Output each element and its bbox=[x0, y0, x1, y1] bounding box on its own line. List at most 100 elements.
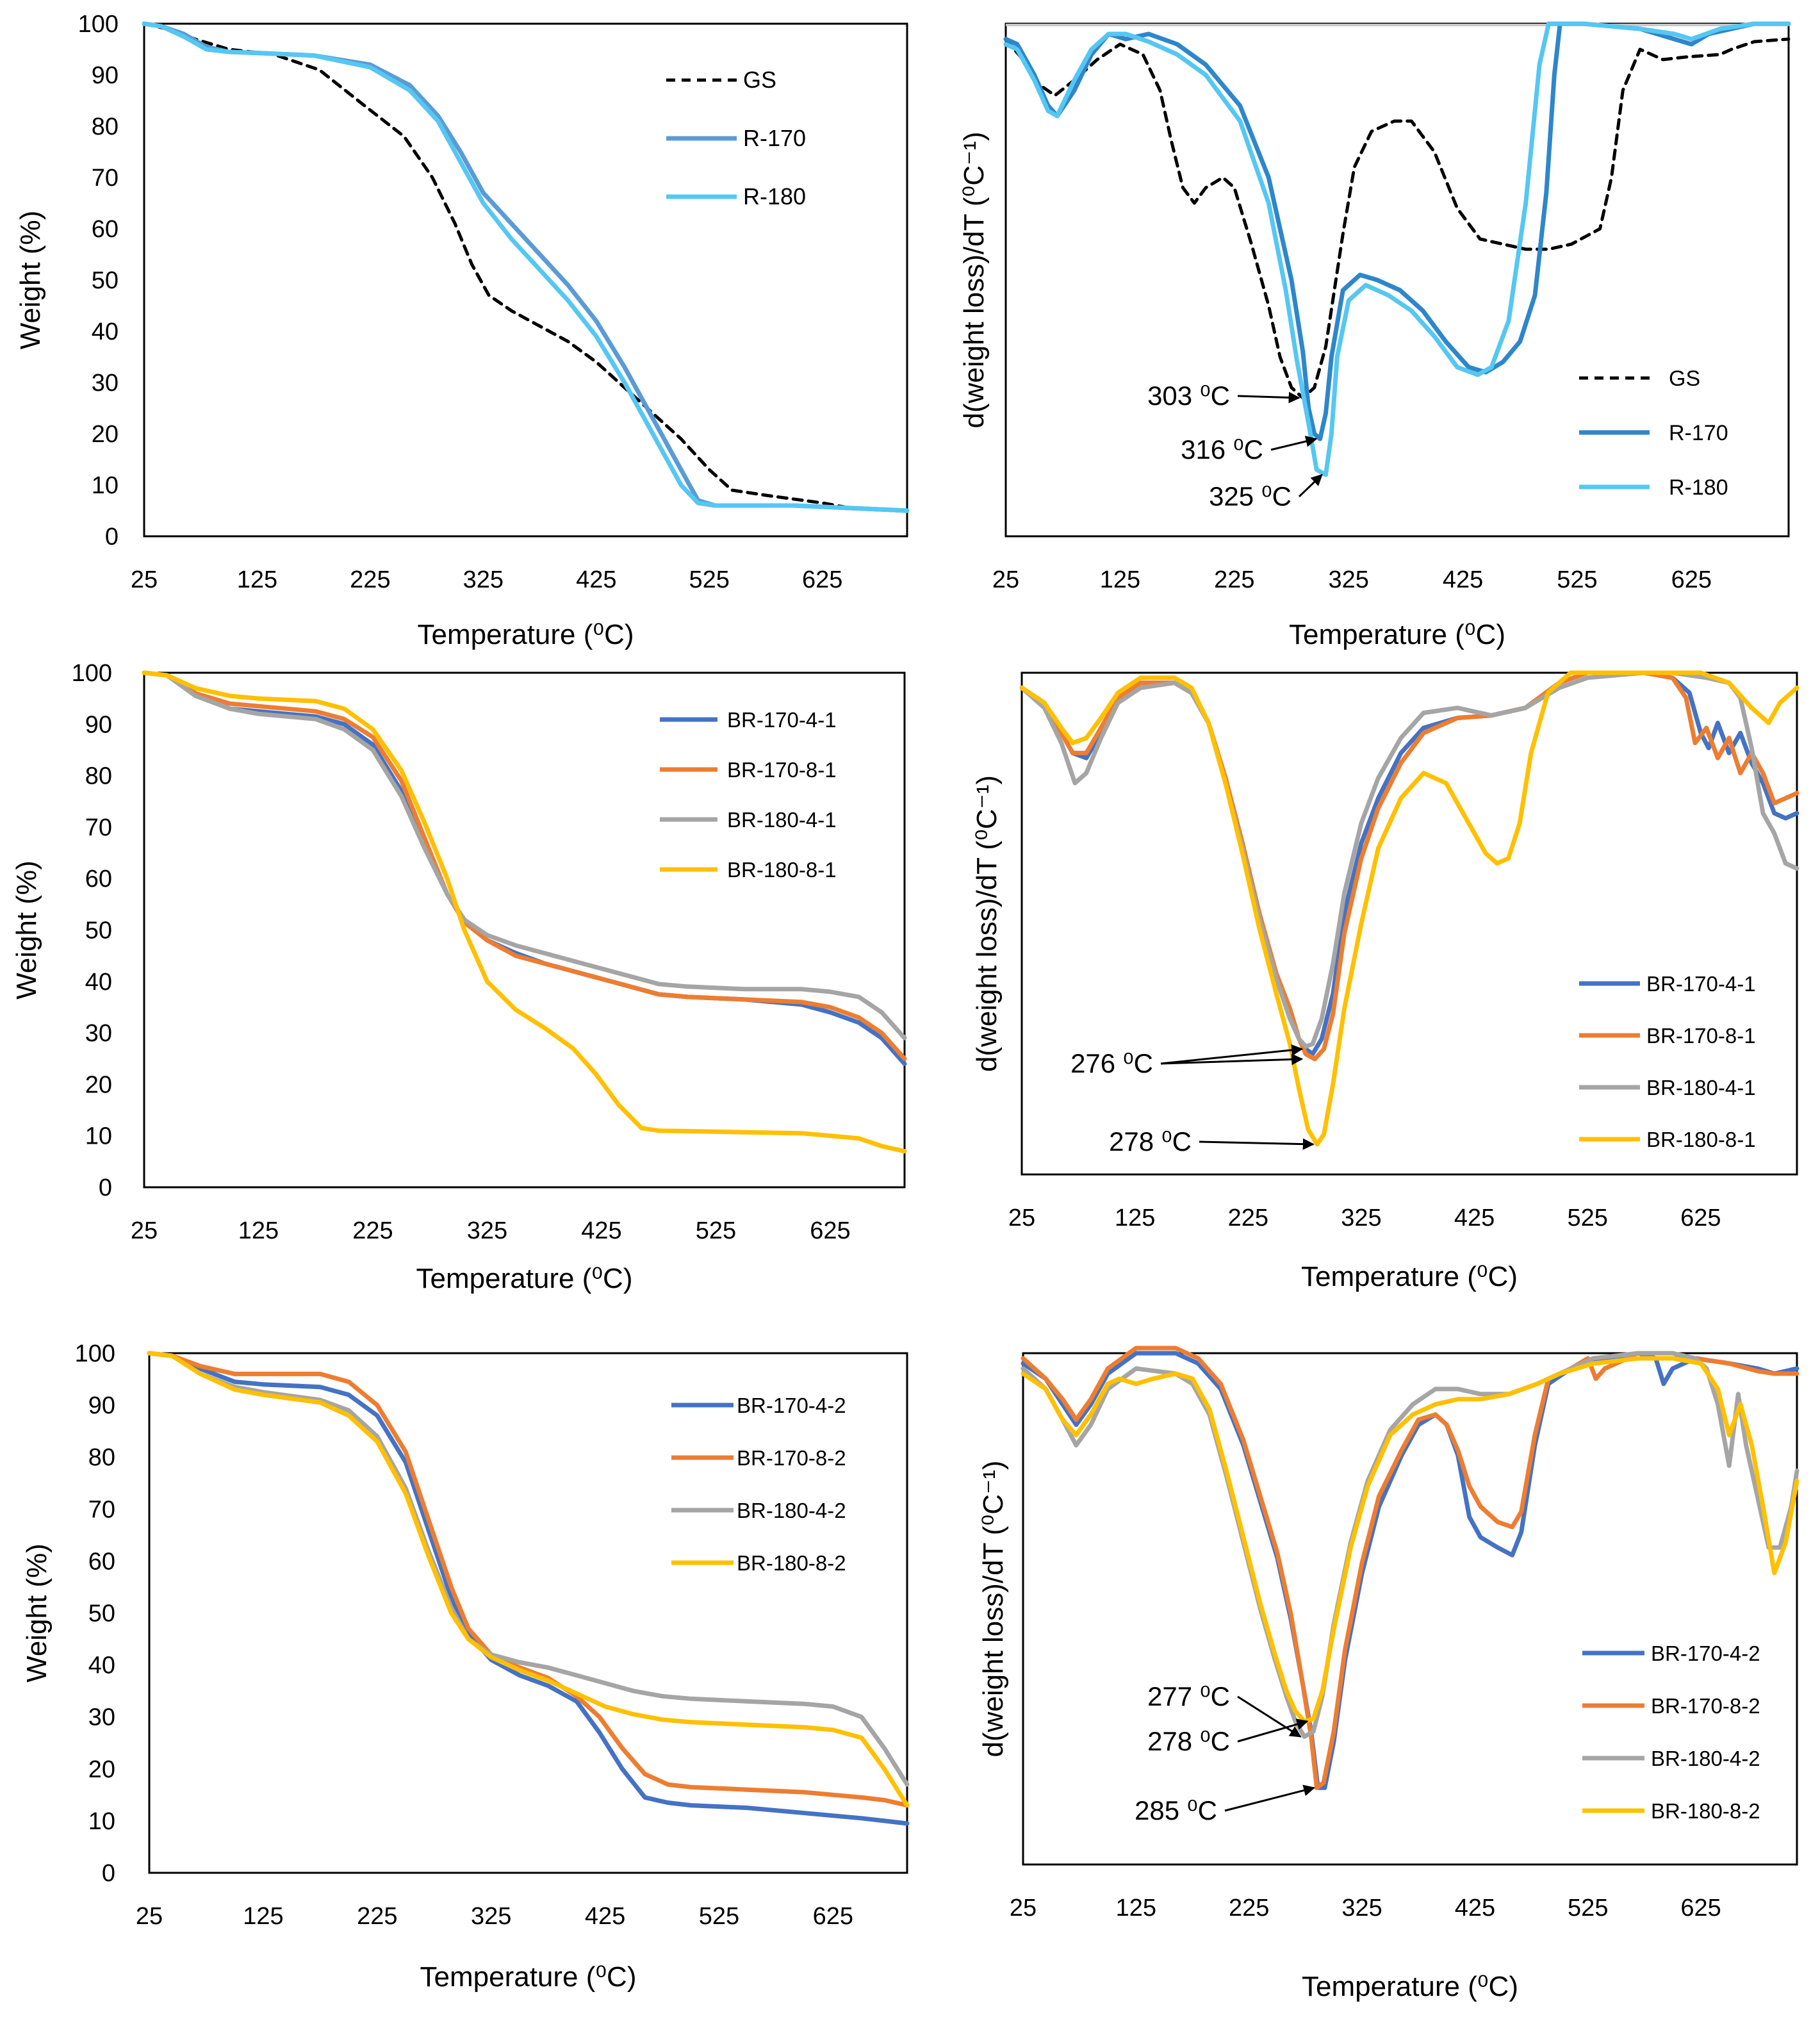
x-tick-label: 525 bbox=[1557, 566, 1597, 593]
peak-annotation: 303 ⁰C bbox=[1147, 381, 1230, 411]
y-tick-label: 90 bbox=[88, 1392, 115, 1419]
plot-frame bbox=[148, 1352, 908, 1874]
y-tick-label: 80 bbox=[85, 763, 112, 790]
x-tick-label: 25 bbox=[992, 566, 1019, 593]
y-axis-label: Weight (%) bbox=[11, 860, 42, 1000]
x-tick-label: 525 bbox=[689, 566, 730, 593]
y-tick-label: 10 bbox=[92, 472, 119, 499]
annotation-arrow bbox=[1298, 473, 1323, 498]
x-axis-label: Temperature (⁰C) bbox=[418, 619, 634, 650]
plot-frame bbox=[143, 671, 906, 1189]
x-tick-label: 625 bbox=[813, 1903, 853, 1930]
annotation-arrow bbox=[1224, 1784, 1316, 1812]
chart-panel-3: 25 125 225 325 425 525 625 0 10 20 30 40 50 60 70 80 90 1… bbox=[11, 660, 907, 1294]
series-line-br-170-8-2 bbox=[147, 1351, 910, 1808]
y-axis-label: d(weight loss)/dT (⁰C⁻¹) bbox=[971, 775, 1003, 1072]
y-tick-label: 10 bbox=[85, 1123, 112, 1150]
legend-label: BR-180-4-1 bbox=[727, 808, 837, 832]
legend-label: BR-170-4-1 bbox=[727, 708, 837, 732]
x-tick-label: 325 bbox=[1341, 1895, 1382, 1922]
x-tick-label: 125 bbox=[1100, 566, 1140, 593]
annotation-arrow bbox=[1270, 436, 1318, 451]
legend-label: BR-180-4-2 bbox=[1651, 1747, 1760, 1770]
x-axis-label: Temperature (⁰C) bbox=[1302, 1971, 1518, 2002]
x-tick-label: 25 bbox=[1010, 1895, 1037, 1922]
peak-annotation: 278 ⁰C bbox=[1147, 1726, 1230, 1756]
y-tick-label: 0 bbox=[99, 1174, 112, 1201]
y-tick-label: 20 bbox=[92, 421, 119, 448]
y-tick-label: 100 bbox=[75, 1340, 115, 1367]
x-tick-label: 625 bbox=[1680, 1895, 1721, 1922]
peak-annotation: 285 ⁰C bbox=[1135, 1795, 1217, 1825]
x-tick-label: 225 bbox=[1214, 566, 1254, 593]
legend-label: R-170 bbox=[743, 125, 806, 151]
y-tick-label: 30 bbox=[85, 1020, 112, 1047]
x-tick-label: 225 bbox=[1229, 1895, 1269, 1922]
legend-label: R-170 bbox=[1669, 421, 1728, 445]
x-tick-label: 625 bbox=[810, 1217, 850, 1244]
x-tick-label: 325 bbox=[1328, 566, 1368, 593]
y-tick-label: 20 bbox=[85, 1071, 112, 1098]
x-tick-label: 325 bbox=[467, 1217, 507, 1244]
y-axis-label: Weight (%) bbox=[21, 1543, 53, 1683]
x-tick-label: 625 bbox=[1680, 1205, 1721, 1231]
chart-panel-6: 25 125 225 325 425 525 625 Temperature (⁰C) d(we… bbox=[978, 1346, 1800, 2002]
annotation-arrow bbox=[1199, 1138, 1315, 1150]
series-line-br-180-4-2 bbox=[1021, 1351, 1800, 1739]
legend-label: BR-170-4-2 bbox=[737, 1394, 846, 1417]
chart-panel-5: 25 125 225 325 425 525 625 0 10 20 30 40 50 60 70 80 90 1… bbox=[21, 1340, 910, 1993]
chart-panel-2: 25 125 225 325 425 525 625 Temperature (⁰C) d(we… bbox=[958, 21, 1791, 650]
annotation-arrow bbox=[1237, 1695, 1302, 1738]
y-tick-label: 90 bbox=[92, 62, 119, 89]
x-tick-label: 225 bbox=[357, 1903, 397, 1930]
y-tick-label: 30 bbox=[88, 1704, 115, 1731]
annotation-arrow bbox=[1237, 391, 1300, 404]
y-axis-label: Weight (%) bbox=[15, 211, 46, 350]
series-line-r-180 bbox=[142, 21, 910, 513]
y-tick-label: 100 bbox=[78, 11, 119, 38]
series-line-br-170-8-1 bbox=[142, 670, 907, 1061]
plot-frame bbox=[1004, 22, 1790, 538]
legend-label: BR-170-8-2 bbox=[737, 1446, 846, 1470]
x-tick-label: 25 bbox=[131, 566, 158, 593]
legend-label: BR-180-4-1 bbox=[1646, 1076, 1756, 1099]
x-tick-label: 325 bbox=[1341, 1205, 1381, 1231]
x-axis-label: Temperature (⁰C) bbox=[416, 1263, 633, 1294]
y-tick-label: 100 bbox=[72, 660, 112, 687]
x-tick-label: 25 bbox=[136, 1903, 163, 1930]
y-tick-label: 40 bbox=[88, 1652, 115, 1679]
x-tick-label: 425 bbox=[1455, 1895, 1495, 1922]
y-tick-label: 0 bbox=[102, 1860, 115, 1887]
legend-label: BR-180-4-2 bbox=[737, 1499, 846, 1522]
y-tick-label: 20 bbox=[88, 1756, 115, 1783]
series-line-r-180 bbox=[1003, 21, 1791, 477]
x-tick-label: 25 bbox=[1008, 1205, 1035, 1231]
y-tick-label: 0 bbox=[105, 523, 119, 550]
series-line-br-180-8-2 bbox=[1021, 1356, 1800, 1724]
peak-annotation: 316 ⁰C bbox=[1181, 434, 1263, 465]
legend-label: BR-180-8-1 bbox=[1646, 1128, 1756, 1151]
legend-label: GS bbox=[743, 67, 776, 93]
y-tick-label: 30 bbox=[92, 370, 119, 397]
annotation-arrow bbox=[1160, 1044, 1304, 1065]
annotation-arrow bbox=[1237, 1718, 1309, 1743]
y-tick-label: 40 bbox=[92, 318, 119, 345]
peak-annotation: 276 ⁰C bbox=[1070, 1048, 1153, 1078]
legend-label: BR-170-4-1 bbox=[1646, 972, 1756, 996]
x-tick-label: 425 bbox=[1443, 566, 1483, 593]
x-tick-label: 625 bbox=[802, 566, 842, 593]
y-tick-label: 10 bbox=[88, 1808, 115, 1835]
y-tick-label: 60 bbox=[85, 866, 112, 893]
chart-panel-4: 25 125 225 325 425 525 625 Temperature (⁰C) d(we… bbox=[971, 670, 1800, 1292]
x-tick-label: 125 bbox=[238, 1217, 279, 1244]
peak-annotation: 278 ⁰C bbox=[1109, 1126, 1192, 1156]
chart-panel-1: 25 125 225 325 425 525 625 0 10 20 30 40 50 60 70 80 90 1… bbox=[15, 11, 910, 650]
y-tick-label: 40 bbox=[85, 969, 112, 996]
legend-label: BR-180-8-2 bbox=[737, 1551, 846, 1575]
y-tick-label: 50 bbox=[85, 918, 112, 944]
peak-annotation: 325 ⁰C bbox=[1209, 481, 1291, 511]
legend-label: R-180 bbox=[743, 183, 806, 210]
y-tick-label: 70 bbox=[88, 1496, 115, 1523]
plot-frame bbox=[1021, 671, 1798, 1176]
